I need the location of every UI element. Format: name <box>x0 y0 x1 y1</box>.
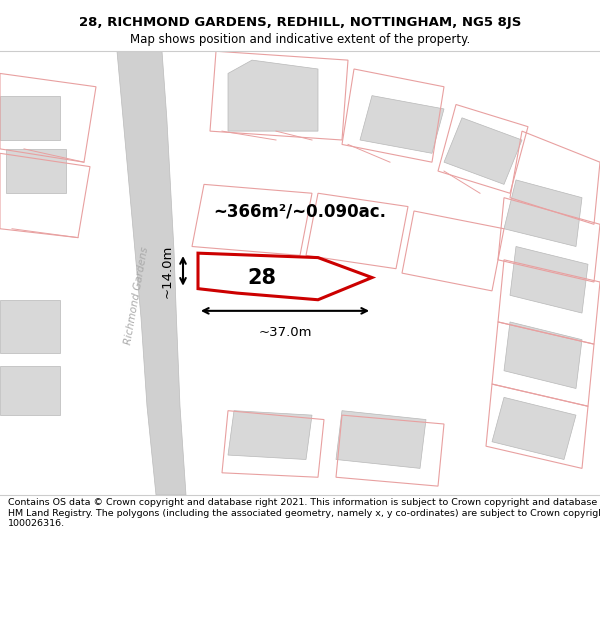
Polygon shape <box>510 246 588 313</box>
Polygon shape <box>504 322 582 389</box>
Polygon shape <box>492 398 576 459</box>
Polygon shape <box>228 60 318 131</box>
Polygon shape <box>0 96 60 140</box>
Text: ~37.0m: ~37.0m <box>258 326 312 339</box>
Text: ~14.0m: ~14.0m <box>161 244 174 298</box>
Polygon shape <box>336 411 426 468</box>
Polygon shape <box>6 149 66 193</box>
Text: 28, RICHMOND GARDENS, REDHILL, NOTTINGHAM, NG5 8JS: 28, RICHMOND GARDENS, REDHILL, NOTTINGHA… <box>79 16 521 29</box>
Text: Contains OS data © Crown copyright and database right 2021. This information is : Contains OS data © Crown copyright and d… <box>8 498 600 528</box>
Text: Map shows position and indicative extent of the property.: Map shows position and indicative extent… <box>130 32 470 46</box>
Polygon shape <box>444 118 522 184</box>
Polygon shape <box>228 411 312 459</box>
Text: Richmond Gardens: Richmond Gardens <box>123 246 151 345</box>
Polygon shape <box>117 51 186 495</box>
Polygon shape <box>360 96 444 153</box>
Polygon shape <box>0 300 60 353</box>
Polygon shape <box>504 180 582 246</box>
Text: ~366m²/~0.090ac.: ~366m²/~0.090ac. <box>214 202 386 220</box>
Text: 28: 28 <box>247 268 276 288</box>
Polygon shape <box>0 366 60 415</box>
